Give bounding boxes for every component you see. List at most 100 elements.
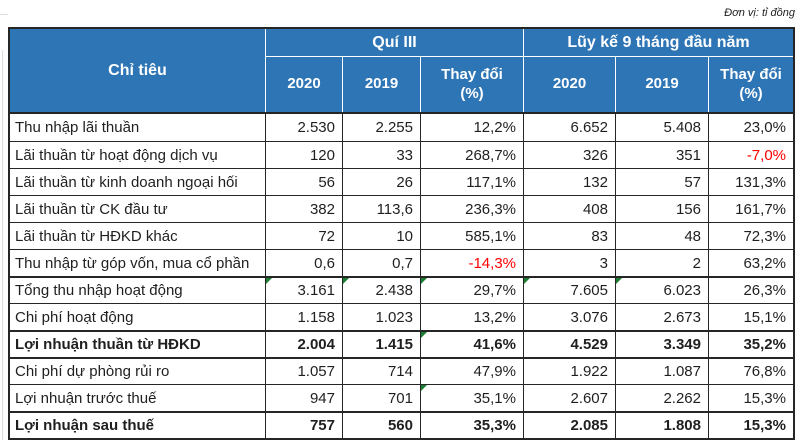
value-cell[interactable]: 1.158	[265, 304, 342, 330]
value-cell[interactable]: 757	[265, 413, 342, 438]
row-label-cell[interactable]: Lợi nhuận trước thuế	[10, 385, 265, 411]
value-cell[interactable]: 714	[342, 359, 420, 384]
value-cell[interactable]: 3.349	[615, 332, 708, 357]
value-cell[interactable]: 29,7%	[420, 278, 523, 303]
value-cell[interactable]: 2.530	[265, 114, 342, 141]
value-cell[interactable]: 47,9%	[420, 359, 523, 384]
value-cell[interactable]: 7.605	[523, 278, 615, 303]
value-cell[interactable]: 1.922	[523, 359, 615, 384]
value-cell[interactable]: 15,3%	[708, 413, 793, 438]
row-label-cell[interactable]: Chi phí dự phòng rủi ro	[10, 359, 265, 384]
col-header-q3-2020[interactable]: 2020	[265, 56, 342, 112]
value-cell[interactable]: 10	[342, 223, 420, 249]
row-label: Lợi nhuận sau thuế	[15, 417, 154, 434]
value-cell[interactable]: 560	[342, 413, 420, 438]
value-cell[interactable]: 35,1%	[420, 385, 523, 411]
value-cell[interactable]: 1.808	[615, 413, 708, 438]
value-cell[interactable]: 41,6%	[420, 332, 523, 357]
row-label-cell[interactable]: Lãi thuần từ kinh doanh ngoại hối	[10, 169, 265, 195]
col-header-ytd-change[interactable]: Thay đổi (%)	[708, 56, 793, 112]
row-label-cell[interactable]: Lợi nhuận sau thuế	[10, 413, 265, 438]
value-cell[interactable]: 33	[342, 142, 420, 168]
row-label-cell[interactable]: Thu nhập lãi thuần	[10, 114, 265, 141]
value-cell[interactable]: 117,1%	[420, 169, 523, 195]
value-cell[interactable]: 2.255	[342, 114, 420, 141]
value-cell[interactable]: 35,3%	[420, 413, 523, 438]
row-label-cell[interactable]: Lãi thuần từ CK đầu tư	[10, 196, 265, 222]
value-cell[interactable]: 3	[523, 250, 615, 276]
value-cell[interactable]: 585,1%	[420, 223, 523, 249]
value-cell[interactable]: 0,7	[342, 250, 420, 276]
value-cell[interactable]: 161,7%	[708, 196, 793, 222]
value-cell[interactable]: 48	[615, 223, 708, 249]
value-cell[interactable]: 2.607	[523, 385, 615, 411]
value-cell[interactable]: 120	[265, 142, 342, 168]
value-cell[interactable]: 72,3%	[708, 223, 793, 249]
value-cell[interactable]: 113,6	[342, 196, 420, 222]
value-cell[interactable]: 5.408	[615, 114, 708, 141]
value-cell[interactable]: 15,3%	[708, 385, 793, 411]
value-cell[interactable]: 76,8%	[708, 359, 793, 384]
cell-value: 268,7%	[465, 146, 516, 164]
row-label-cell[interactable]: Lãi thuần từ hoạt động dịch vụ	[10, 142, 265, 168]
table-row: Lợi nhuận sau thuế 757 560 35,3% 2.085 1.808 1…	[10, 411, 793, 438]
value-cell[interactable]: 408	[523, 196, 615, 222]
value-cell[interactable]: 15,1%	[708, 304, 793, 330]
value-cell[interactable]: 3.076	[523, 304, 615, 330]
group-header-quarter3[interactable]: Quí III	[265, 29, 523, 56]
col-header-q3-change[interactable]: Thay đổi (%)	[420, 56, 523, 112]
value-cell[interactable]: 236,3%	[420, 196, 523, 222]
value-cell[interactable]: 1.023	[342, 304, 420, 330]
value-cell[interactable]: 2.673	[615, 304, 708, 330]
cell-value: 35,3%	[473, 417, 516, 434]
value-cell[interactable]: 2	[615, 250, 708, 276]
value-cell[interactable]: 156	[615, 196, 708, 222]
row-label-cell[interactable]: Tổng thu nhập hoạt động	[10, 278, 265, 303]
value-cell[interactable]: 701	[342, 385, 420, 411]
value-cell[interactable]: 2.262	[615, 385, 708, 411]
value-cell[interactable]: 26,3%	[708, 278, 793, 303]
row-label-cell[interactable]: Chi phí hoạt động	[10, 304, 265, 330]
col-header-ytd-2019[interactable]: 2019	[615, 56, 708, 112]
row-label-cell[interactable]: Lợi nhuận thuần từ HĐKD	[10, 332, 265, 357]
value-cell[interactable]: 1.087	[615, 359, 708, 384]
col-header-ytd-2020[interactable]: 2020	[523, 56, 615, 112]
value-cell[interactable]: 72	[265, 223, 342, 249]
cell-value: 1.057	[297, 363, 335, 380]
value-cell[interactable]: 12,2%	[420, 114, 523, 141]
group-header-ytd9m[interactable]: Lũy kế 9 tháng đầu năm	[523, 29, 793, 56]
value-cell[interactable]: 268,7%	[420, 142, 523, 168]
value-cell[interactable]: 6.652	[523, 114, 615, 141]
value-cell[interactable]: 132	[523, 169, 615, 195]
value-cell[interactable]: 83	[523, 223, 615, 249]
value-cell[interactable]: 13,2%	[420, 304, 523, 330]
value-cell[interactable]: 947	[265, 385, 342, 411]
value-cell[interactable]: 4.529	[523, 332, 615, 357]
col-header-q3-2019[interactable]: 2019	[342, 56, 420, 112]
row-label-cell[interactable]: Thu nhập từ góp vốn, mua cổ phần	[10, 250, 265, 276]
value-cell[interactable]: 35,2%	[708, 332, 793, 357]
value-cell[interactable]: 2.438	[342, 278, 420, 303]
value-cell[interactable]: 326	[523, 142, 615, 168]
value-cell[interactable]: 1.057	[265, 359, 342, 384]
value-cell[interactable]: 63,2%	[708, 250, 793, 276]
value-cell[interactable]: 6.023	[615, 278, 708, 303]
value-cell[interactable]: 2.085	[523, 413, 615, 438]
value-cell[interactable]: 3.161	[265, 278, 342, 303]
cell-value: 5.408	[663, 119, 701, 136]
corner-header-cell[interactable]: Chỉ tiêu	[108, 61, 167, 79]
value-cell[interactable]: 57	[615, 169, 708, 195]
value-cell[interactable]: 56	[265, 169, 342, 195]
value-cell[interactable]: 26	[342, 169, 420, 195]
value-cell[interactable]: 351	[615, 142, 708, 168]
value-cell[interactable]: -7,0%	[708, 142, 793, 168]
value-cell[interactable]: 131,3%	[708, 169, 793, 195]
value-cell[interactable]: -14,3%	[420, 250, 523, 276]
row-label-cell[interactable]: Lãi thuần từ HĐKD khác	[10, 223, 265, 249]
value-cell[interactable]: 1.415	[342, 332, 420, 357]
cell-value: 47,9%	[473, 363, 516, 380]
value-cell[interactable]: 0,6	[265, 250, 342, 276]
value-cell[interactable]: 23,0%	[708, 114, 793, 141]
value-cell[interactable]: 382	[265, 196, 342, 222]
value-cell[interactable]: 2.004	[265, 332, 342, 357]
